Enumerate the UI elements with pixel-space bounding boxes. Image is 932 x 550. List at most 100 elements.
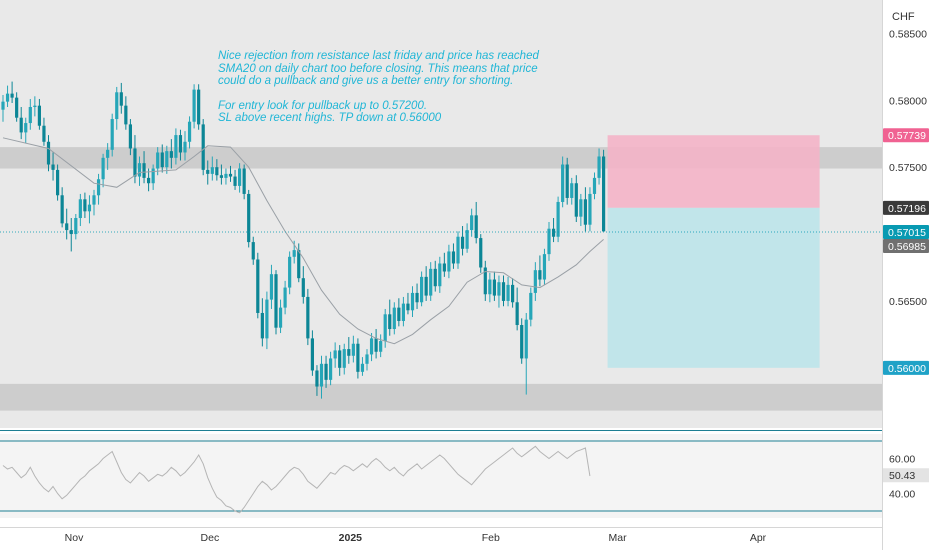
candle: [397, 307, 401, 321]
time-tick-label: Apr: [750, 532, 767, 544]
candle: [538, 270, 542, 280]
rsi-tick-label: 60.00: [889, 454, 915, 466]
candle: [388, 314, 392, 330]
rsi-value-tag: [883, 468, 929, 483]
candle: [583, 199, 587, 225]
candles-layer: [1, 81, 606, 399]
time-tick-label: Feb: [482, 532, 500, 544]
candle: [165, 151, 169, 168]
candle: [128, 124, 132, 149]
candle: [456, 236, 460, 264]
candle: [415, 292, 419, 303]
candle: [233, 176, 237, 186]
annotation-line: For entry look for pullback up to 0.5720…: [218, 99, 428, 112]
price-tick-label: 0.57500: [889, 162, 927, 174]
candle: [515, 302, 519, 326]
candle: [283, 287, 287, 308]
stop-loss-zone: [607, 135, 820, 208]
candle: [297, 250, 301, 279]
price-label-tag: [883, 239, 929, 254]
candle: [365, 354, 369, 364]
candle: [197, 89, 201, 125]
candle: [592, 177, 597, 194]
price-labels: 0.57739 0.57196 0.57015 0.56985 0.56000: [883, 128, 929, 375]
candle: [574, 183, 578, 217]
candle: [347, 349, 351, 356]
candle: [37, 105, 41, 126]
candle: [324, 363, 328, 380]
candle: [92, 195, 96, 205]
time-axis[interactable]: Nov Dec 2025 Feb Mar Apr: [65, 532, 767, 544]
price-label-value: 0.56985: [888, 241, 926, 253]
candle: [501, 282, 506, 301]
take-profit-zone: [607, 207, 820, 368]
time-tick-label: Dec: [201, 532, 220, 544]
candle: [533, 270, 537, 293]
candle: [511, 284, 515, 303]
price-label-value: 0.57196: [888, 203, 926, 215]
rsi-layer: [0, 440, 882, 514]
candle: [470, 215, 474, 231]
candle: [133, 148, 137, 177]
rsi-pane: [0, 434, 882, 518]
candle: [556, 201, 560, 237]
candle: [565, 164, 569, 198]
candle: [524, 319, 528, 359]
time-tick-label: Mar: [609, 532, 628, 544]
candle: [106, 149, 110, 158]
candle: [238, 168, 242, 186]
rsi-axis: 60.00 40.00 50.43: [883, 454, 929, 501]
candle: [183, 141, 187, 153]
candle: [351, 343, 355, 356]
candle: [420, 276, 424, 303]
candle: [224, 173, 228, 178]
candle: [561, 164, 565, 202]
candle: [60, 195, 64, 224]
candle: [115, 92, 119, 120]
rsi-tick-label: 40.00: [889, 489, 915, 501]
candle: [160, 152, 164, 168]
candle: [529, 292, 533, 320]
candle: [228, 173, 233, 177]
annotation-line: could do a pullback and give us a better…: [218, 75, 514, 87]
candle: [369, 338, 374, 355]
price-tick-label: 0.58500: [889, 28, 927, 40]
candle: [492, 279, 496, 296]
candle: [78, 199, 82, 219]
candle: [360, 363, 365, 372]
candle: [83, 199, 87, 212]
candle: [260, 312, 264, 339]
candle: [338, 350, 342, 368]
candle: [215, 167, 219, 176]
candle: [597, 156, 601, 178]
candle: [142, 163, 146, 178]
candle: [310, 338, 314, 371]
candle: [15, 97, 19, 118]
candle: [520, 325, 524, 359]
candle: [278, 307, 283, 328]
candle: [301, 278, 305, 297]
candle: [506, 284, 510, 301]
candle: [210, 167, 214, 174]
candle: [374, 338, 378, 352]
candle: [147, 177, 151, 184]
candle: [10, 93, 14, 98]
candle: [119, 92, 123, 106]
candle: [424, 276, 428, 296]
candle: [269, 274, 274, 300]
candle: [169, 151, 173, 158]
candle: [206, 169, 210, 174]
candle: [110, 119, 114, 150]
candle: [406, 303, 410, 311]
candle: [551, 228, 556, 237]
candle: [329, 358, 333, 380]
candle: [383, 314, 387, 342]
candle: [69, 230, 73, 235]
time-tick-label: Nov: [65, 532, 84, 544]
candle: [488, 279, 492, 295]
candle: [401, 303, 405, 321]
candle: [379, 341, 383, 352]
candle: [87, 204, 92, 212]
time-tick-label: 2025: [339, 532, 363, 544]
